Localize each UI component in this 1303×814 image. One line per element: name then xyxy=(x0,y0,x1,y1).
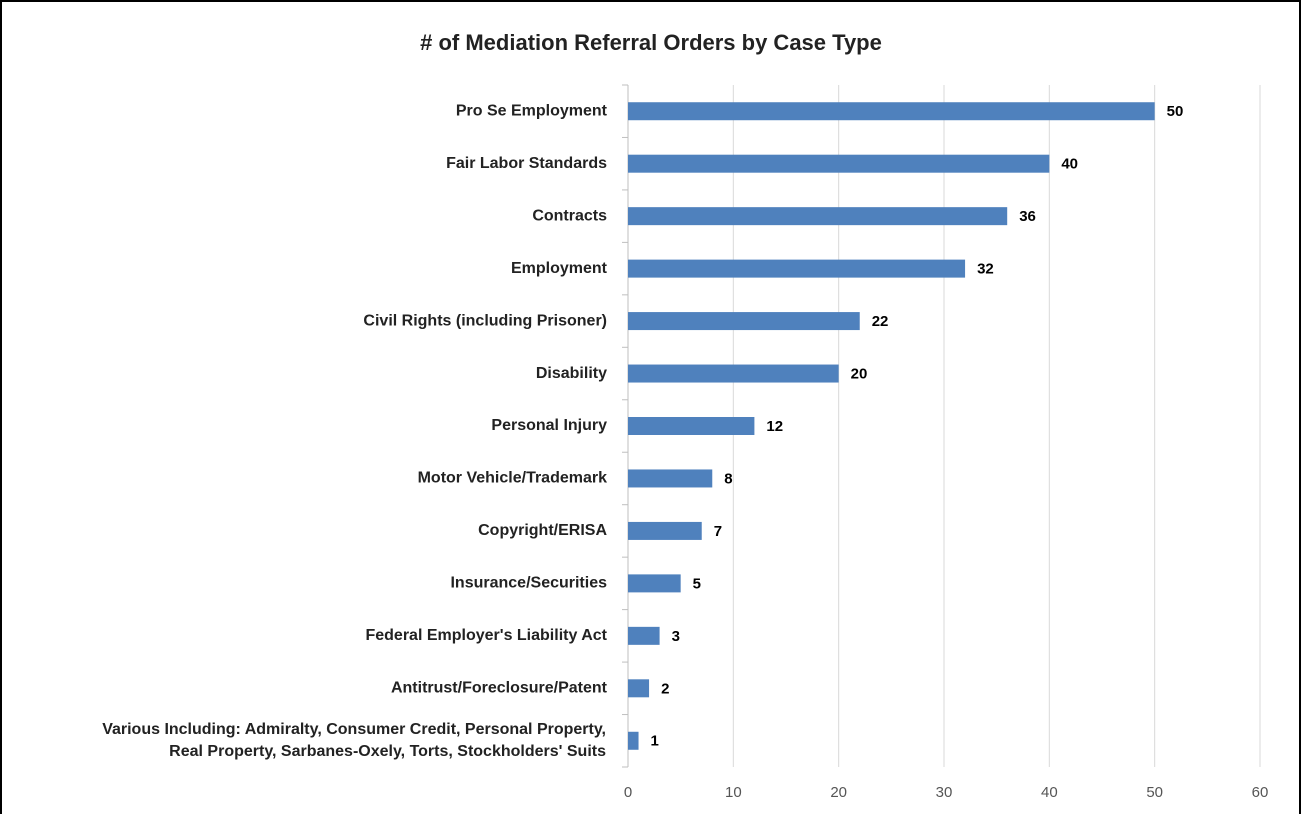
value-label: 20 xyxy=(851,366,868,383)
y-tick-label: Federal Employer's Liability Act xyxy=(365,627,607,644)
value-label: 8 xyxy=(724,470,732,487)
x-tick-label: 10 xyxy=(725,784,742,801)
value-label: 3 xyxy=(672,628,680,645)
bar xyxy=(628,521,702,540)
y-tick-label: Copyright/ERISA xyxy=(478,522,607,539)
bar xyxy=(628,417,755,435)
value-label: 36 xyxy=(1019,208,1036,225)
value-label: 2 xyxy=(661,680,669,697)
bar xyxy=(628,469,713,488)
bar xyxy=(628,626,660,645)
value-label: 50 xyxy=(1167,103,1184,120)
x-tick-label: 20 xyxy=(830,784,847,801)
bar xyxy=(628,207,1008,226)
chart-title: # of Mediation Referral Orders by Case T… xyxy=(420,30,882,55)
value-label: 1 xyxy=(651,733,659,750)
value-label: 12 xyxy=(766,418,783,435)
bar xyxy=(628,574,681,593)
value-label: 7 xyxy=(714,523,722,540)
value-label: 32 xyxy=(977,261,994,278)
x-tick-label: 30 xyxy=(936,784,953,801)
value-label: 5 xyxy=(693,575,701,592)
x-tick-label: 0 xyxy=(624,784,632,801)
bar xyxy=(628,312,860,331)
bar xyxy=(628,154,1050,173)
x-tick-label: 60 xyxy=(1252,784,1269,801)
bar xyxy=(628,259,966,278)
y-tick-label: Civil Rights (including Prisoner) xyxy=(363,312,607,329)
value-label: 22 xyxy=(872,313,889,330)
y-tick-label: Insurance/Securities xyxy=(450,575,607,592)
y-tick-label: Motor Vehicle/Trademark xyxy=(418,470,608,487)
bar xyxy=(628,102,1155,121)
bar xyxy=(628,364,839,383)
y-tick-label: Various Including: Admiralty, Consumer C… xyxy=(102,721,606,760)
x-tick-label: 40 xyxy=(1041,784,1058,801)
y-tick-label: Fair Labor Standards xyxy=(446,155,607,172)
bar xyxy=(628,731,639,750)
y-tick-label: Employment xyxy=(511,260,608,277)
y-tick-label: Antitrust/Foreclosure/Patent xyxy=(391,680,608,697)
value-label: 40 xyxy=(1061,156,1078,173)
x-tick-label: 50 xyxy=(1146,784,1163,801)
y-tick-label: Personal Injury xyxy=(491,417,607,434)
y-tick-label: Contracts xyxy=(532,207,607,224)
bar xyxy=(628,679,650,698)
y-tick-label: Pro Se Employment xyxy=(456,102,608,119)
y-tick-label: Disability xyxy=(536,365,607,382)
